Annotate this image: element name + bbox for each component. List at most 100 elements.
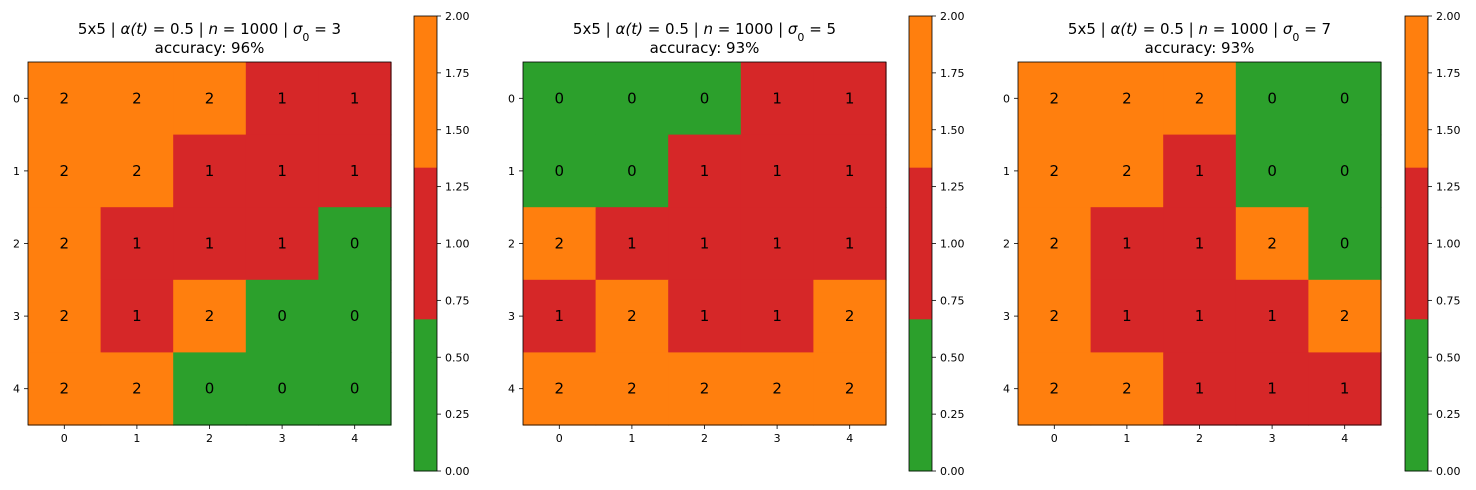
heatmap-cell: [173, 207, 247, 281]
cell-value-label: 1: [1195, 307, 1205, 325]
cell-value-label: 1: [1195, 235, 1205, 253]
heatmap-cell: [318, 279, 392, 353]
heatmap-cell: [173, 62, 247, 136]
heatmap-cell: [318, 207, 392, 281]
heatmap-cell: [318, 134, 392, 208]
heatmap-cell: [1308, 134, 1382, 208]
cell-value-label: 0: [350, 380, 360, 398]
heatmap-cell: [318, 62, 392, 136]
colorbar-tick-label: 1.25: [445, 181, 470, 194]
heatmap-cell: [1308, 352, 1382, 426]
cell-value-label: 2: [1050, 162, 1060, 180]
colorbar-tick-label: 1.25: [940, 181, 965, 194]
cell-value-label: 2: [555, 235, 565, 253]
cell-value-label: 2: [205, 89, 215, 107]
cell-value-label: 1: [627, 235, 637, 253]
heatmap-cell: [668, 352, 742, 426]
y-tick-label: 4: [508, 383, 515, 396]
title-part: = 3: [309, 20, 341, 38]
colorbar-band: [1405, 16, 1428, 169]
colorbar-band: [414, 16, 437, 169]
title-part: 5x5 |: [573, 20, 616, 38]
y-tick-label: 2: [508, 238, 515, 251]
heatmap-cell: [28, 279, 102, 353]
chart-panel-1: 5x5 | α(t) = 0.5 | n = 1000 | σ0 = 5accu…: [508, 10, 965, 478]
title-part: = 0.5 |: [643, 20, 704, 38]
title-part: 0: [302, 31, 309, 44]
cell-value-label: 1: [132, 235, 142, 253]
cell-value-label: 0: [1267, 89, 1277, 107]
heatmap-cell: [173, 352, 247, 426]
cell-value-label: 2: [845, 380, 855, 398]
heatmap-cell: [1308, 279, 1382, 353]
heatmap-cell: [1018, 134, 1092, 208]
cell-value-label: 0: [205, 380, 215, 398]
heatmap-cell: [740, 62, 814, 136]
title-part: 5x5 |: [78, 20, 121, 38]
cell-value-label: 1: [277, 162, 287, 180]
cell-value-label: 1: [555, 307, 565, 325]
title-part: = 1000 |: [218, 20, 293, 38]
title-part: 0: [797, 31, 804, 44]
chart-title-line2: accuracy: 93%: [1145, 39, 1255, 57]
cell-value-label: 1: [132, 307, 142, 325]
heatmap-cell: [740, 207, 814, 281]
colorbar-band: [1405, 167, 1428, 320]
colorbar-band: [414, 319, 437, 472]
heatmap-cell: [740, 279, 814, 353]
heatmap-cell: [523, 134, 597, 208]
title-part: σ: [293, 20, 303, 38]
x-tick-label: 1: [628, 432, 635, 445]
colorbar-tick-label: 0.50: [445, 351, 470, 364]
colorbar-tick-label: 0.00: [445, 465, 470, 478]
y-tick-label: 2: [13, 238, 20, 251]
x-tick-label: 3: [279, 432, 286, 445]
colorbar-band: [909, 167, 932, 320]
x-tick-label: 3: [1269, 432, 1276, 445]
cell-value-label: 2: [1050, 235, 1060, 253]
heatmap-cell: [1090, 352, 1164, 426]
y-tick-label: 1: [508, 165, 515, 178]
heatmap-cell: [1018, 62, 1092, 136]
heatmap-cell: [245, 279, 319, 353]
colorbar-band: [909, 16, 932, 169]
title-part: α(t): [615, 20, 642, 38]
heatmap-cell: [523, 62, 597, 136]
cell-value-label: 2: [132, 162, 142, 180]
heatmap-cell: [1235, 62, 1309, 136]
heatmap-cell: [28, 134, 102, 208]
cell-value-label: 1: [1122, 235, 1132, 253]
title-part: σ: [1283, 20, 1293, 38]
title-part: n: [209, 20, 219, 38]
cell-value-label: 2: [1195, 89, 1205, 107]
cell-value-label: 0: [350, 235, 360, 253]
chart-title-line1: 5x5 | α(t) = 0.5 | n = 1000 | σ0 = 3: [78, 20, 341, 44]
x-tick-label: 4: [846, 432, 853, 445]
heatmap-cell: [100, 279, 174, 353]
heatmap-cell: [1235, 279, 1309, 353]
chart-title-line1: 5x5 | α(t) = 0.5 | n = 1000 | σ0 = 7: [1068, 20, 1331, 44]
heatmap-cell: [740, 352, 814, 426]
cell-value-label: 0: [1340, 89, 1350, 107]
cell-value-label: 1: [1340, 380, 1350, 398]
cell-value-label: 2: [1050, 307, 1060, 325]
colorbar-band: [909, 319, 932, 472]
heatmap-cell: [523, 279, 597, 353]
cell-value-label: 1: [350, 89, 360, 107]
heatmap-cell: [1163, 207, 1237, 281]
colorbar-tick-label: 2.00: [445, 10, 470, 23]
heatmap-cell: [595, 279, 669, 353]
x-tick-label: 2: [1196, 432, 1203, 445]
cell-value-label: 0: [555, 162, 565, 180]
chart-title-line2: accuracy: 96%: [155, 39, 265, 57]
colorbar-tick-label: 2.00: [940, 10, 965, 23]
heatmap-cell: [173, 279, 247, 353]
y-tick-label: 0: [1003, 92, 1010, 105]
cell-value-label: 1: [1267, 380, 1277, 398]
heatmap-cell: [813, 62, 887, 136]
heatmap-cell: [1308, 62, 1382, 136]
cell-value-label: 0: [627, 89, 637, 107]
heatmap-cell: [813, 352, 887, 426]
heatmap-cell: [595, 62, 669, 136]
